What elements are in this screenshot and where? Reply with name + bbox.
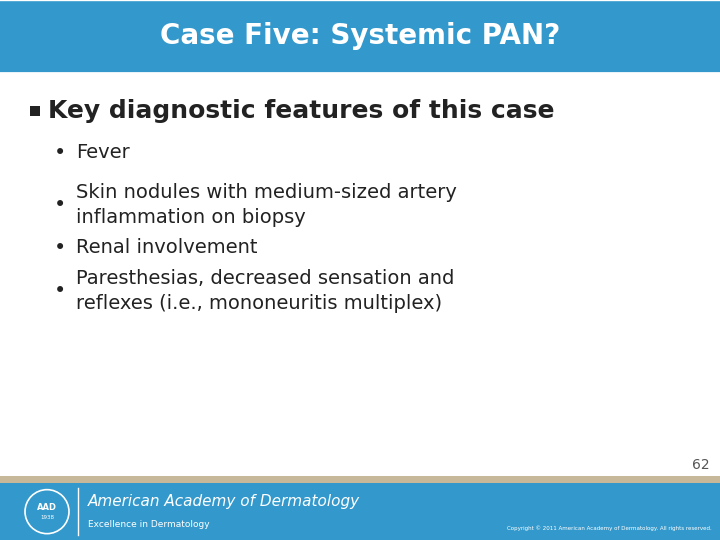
Text: Key diagnostic features of this case: Key diagnostic features of this case <box>48 99 554 123</box>
Text: Case Five: Systemic PAN?: Case Five: Systemic PAN? <box>160 23 560 50</box>
Bar <box>0 483 720 540</box>
Text: •: • <box>54 281 66 301</box>
Text: Renal involvement: Renal involvement <box>76 238 258 258</box>
Text: Skin nodules with medium-sized artery
inflammation on biopsy: Skin nodules with medium-sized artery in… <box>76 183 457 227</box>
Text: 62: 62 <box>693 458 710 472</box>
Text: Fever: Fever <box>76 144 130 163</box>
Text: Paresthesias, decreased sensation and
reflexes (i.e., mononeuritis multiplex): Paresthesias, decreased sensation and re… <box>76 268 454 313</box>
Text: 1938: 1938 <box>40 515 54 520</box>
Text: AAD: AAD <box>37 503 57 512</box>
Text: •: • <box>54 143 66 163</box>
Text: American Academy of Dermatology: American Academy of Dermatology <box>88 494 360 509</box>
Bar <box>30 106 40 116</box>
Bar <box>0 0 720 73</box>
Text: Excellence in Dermatology: Excellence in Dermatology <box>88 519 210 529</box>
Text: •: • <box>54 238 66 258</box>
Bar <box>0 476 720 483</box>
Text: •: • <box>54 195 66 215</box>
Text: Copyright © 2011 American Academy of Dermatology. All rights reserved.: Copyright © 2011 American Academy of Der… <box>508 526 712 531</box>
